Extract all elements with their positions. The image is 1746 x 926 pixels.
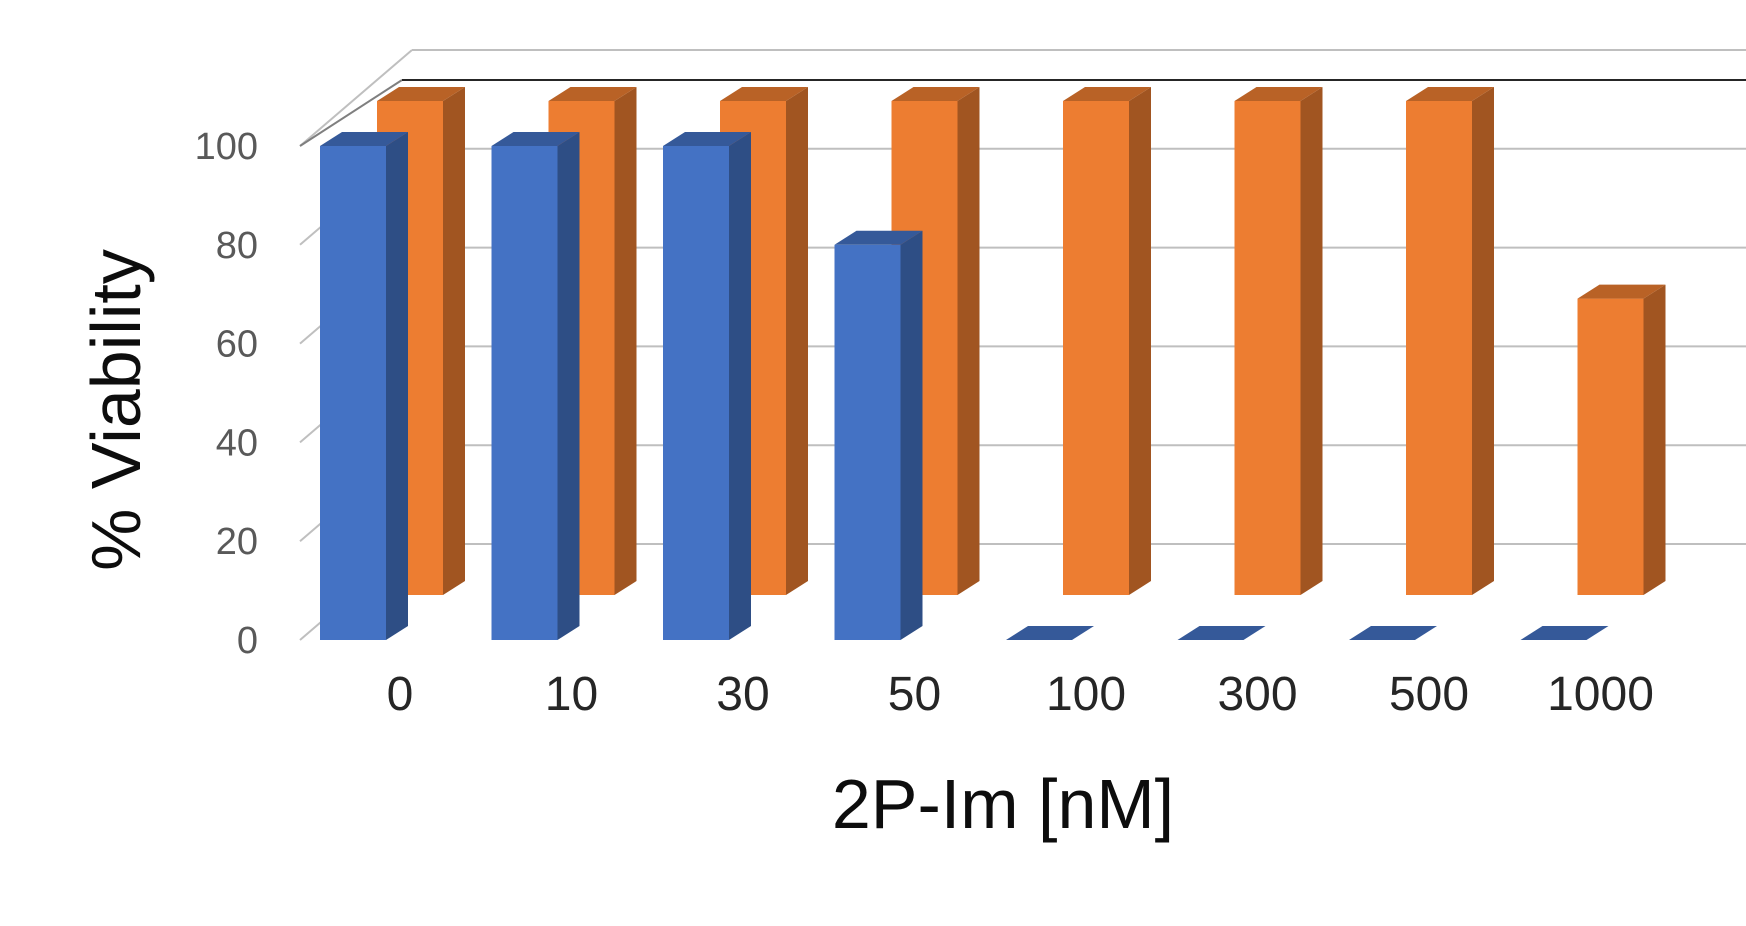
front-series-bars bbox=[320, 132, 1609, 641]
bar-series-2-front bbox=[1063, 101, 1129, 595]
bar-series-1 bbox=[1177, 626, 1266, 640]
bar-series-2 bbox=[1234, 87, 1323, 595]
bar-series-1-top bbox=[663, 132, 751, 146]
y-tick-label: 100 bbox=[195, 126, 258, 168]
bar-series-1-side bbox=[900, 230, 923, 641]
bar-series-1 bbox=[663, 132, 751, 640]
bar-series-2-side bbox=[443, 87, 465, 595]
y-axis-ticks: 0 20 40 60 80 100 bbox=[195, 126, 258, 662]
bar-series-1-side bbox=[386, 132, 408, 640]
bar-series-1-top bbox=[1006, 626, 1094, 640]
bar-series-2-side bbox=[1300, 87, 1323, 595]
bar-series-1-top bbox=[320, 132, 408, 146]
bar-series-2-top bbox=[1577, 284, 1666, 299]
bar-series-1 bbox=[1520, 626, 1609, 640]
bar-series-2-top bbox=[377, 87, 465, 101]
bar-series-1-top bbox=[1520, 626, 1609, 640]
bar-series-2 bbox=[891, 87, 980, 595]
bar-series-1 bbox=[1349, 626, 1437, 640]
bar-series-2-side bbox=[1643, 284, 1666, 595]
x-tick-label: 0 bbox=[387, 668, 414, 721]
y-tick-label: 0 bbox=[237, 620, 258, 662]
bar-series-1-side bbox=[729, 132, 751, 640]
bar-series-2-top bbox=[548, 87, 637, 101]
bar-series-1 bbox=[834, 230, 923, 641]
y-tick-label: 20 bbox=[216, 521, 258, 563]
x-tick-label: 10 bbox=[545, 668, 598, 721]
bar-series-1-front bbox=[491, 146, 558, 640]
x-axis-title: 2P-Im [nM] bbox=[832, 765, 1174, 843]
bar-series-2-top bbox=[720, 87, 808, 101]
bar-series-1 bbox=[491, 132, 580, 640]
x-tick-label: 30 bbox=[716, 668, 769, 721]
bar-series-2-side bbox=[786, 87, 808, 595]
x-tick-label: 300 bbox=[1217, 668, 1297, 721]
bar-series-2-side bbox=[614, 87, 637, 595]
bar-series-1-front bbox=[834, 244, 901, 641]
bar-series-1-top bbox=[1349, 626, 1437, 640]
bar-series-2-side bbox=[1472, 87, 1494, 595]
y-axis-title: % Viability bbox=[77, 249, 155, 571]
bar-series-2 bbox=[1063, 87, 1151, 595]
y-tick-label: 80 bbox=[216, 225, 258, 267]
bar-series-2-front bbox=[1577, 298, 1644, 595]
x-tick-label: 1000 bbox=[1547, 668, 1654, 721]
y-tick-label: 40 bbox=[216, 422, 258, 464]
bar-series-2-side bbox=[1129, 87, 1151, 595]
x-tick-label: 100 bbox=[1046, 668, 1126, 721]
bar-series-1-front bbox=[663, 146, 729, 640]
bar-series-2-side bbox=[957, 87, 980, 595]
bar-series-1 bbox=[1006, 626, 1094, 640]
bar-series-2 bbox=[1406, 87, 1494, 595]
bar-series-2-front bbox=[1406, 101, 1472, 595]
x-axis-ticks: 0 10 30 50 100 300 500 1000 bbox=[387, 668, 1654, 721]
bar-series-2-top bbox=[1063, 87, 1151, 101]
bar-series-1-side bbox=[557, 132, 580, 640]
bar-series-1 bbox=[320, 132, 408, 640]
bar-series-1-top bbox=[1177, 626, 1266, 640]
x-tick-label: 50 bbox=[888, 668, 941, 721]
bar-series-1-top bbox=[491, 132, 580, 146]
x-tick-label: 500 bbox=[1389, 668, 1469, 721]
frame-top-depth bbox=[299, 79, 403, 147]
bar-series-1-front bbox=[320, 146, 386, 640]
bar-series-2-front bbox=[1234, 101, 1301, 595]
bar-series-2-top bbox=[1234, 87, 1323, 101]
bar-series-1-top bbox=[834, 230, 923, 245]
y-tick-label: 60 bbox=[216, 324, 258, 366]
bar-series-2-top bbox=[891, 87, 980, 101]
bar-series-2 bbox=[1577, 284, 1666, 595]
bar-series-2-top bbox=[1406, 87, 1494, 101]
gridline-depth bbox=[299, 49, 413, 147]
